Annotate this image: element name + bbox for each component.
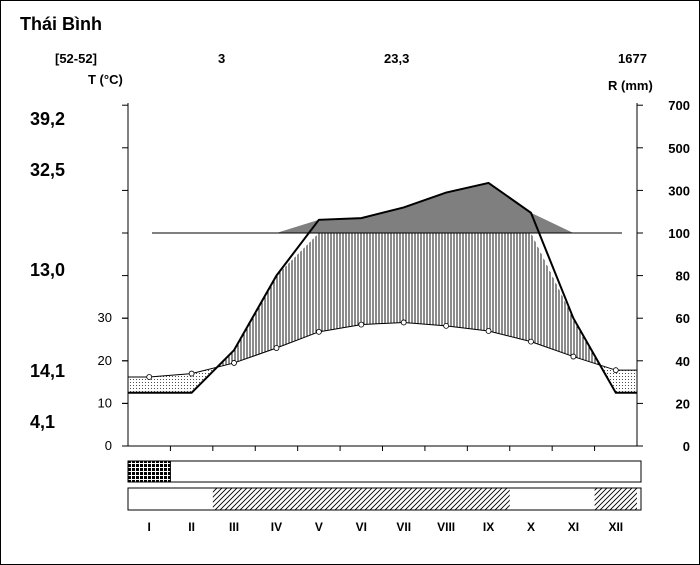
rain-tick-label: 300 — [668, 183, 690, 198]
side-value: 13,0 — [30, 260, 65, 280]
rain-tick-label: 0 — [683, 439, 690, 454]
area-layer — [128, 182, 637, 393]
month-label: V — [315, 520, 323, 534]
temperature-point — [612, 367, 619, 374]
frost-bar — [127, 460, 642, 483]
rain-tick-label: 700 — [668, 98, 690, 113]
period-label: [52-52] — [55, 51, 97, 66]
temperature-point — [570, 353, 577, 360]
line-layer — [128, 181, 637, 394]
side-value: 4,1 — [30, 412, 55, 432]
month-label: VII — [396, 520, 411, 534]
rain-tick-label: 100 — [668, 226, 690, 241]
temp-tick-label: 20 — [98, 353, 112, 368]
temperature-point — [528, 338, 534, 345]
side-value: 14,1 — [30, 361, 65, 381]
side-value: 32,5 — [30, 160, 65, 180]
season-cell — [212, 488, 256, 510]
temperature-point — [273, 345, 280, 351]
temp-tick-label: 10 — [98, 395, 112, 410]
rain-tick-label: 60 — [676, 311, 690, 326]
season-cell — [467, 488, 510, 510]
month-label: VIII — [437, 520, 455, 534]
rainfall-line — [128, 181, 637, 394]
month-label: I — [148, 520, 151, 534]
humid-period-hatch — [128, 233, 637, 393]
humid-area-above-100 — [128, 182, 637, 233]
month-label: VI — [356, 520, 367, 534]
month-labels: I II III IV V VI VII VIII IX X XI XII — [148, 520, 624, 534]
annual-rain-label: 1677 — [618, 51, 647, 66]
frost-cell — [127, 460, 171, 483]
month-label: II — [188, 520, 195, 534]
rain-tick-label: 500 — [668, 141, 690, 156]
temperature-point — [146, 374, 153, 380]
chart-title: Thái Bình — [20, 14, 102, 34]
season-cell — [424, 488, 468, 510]
temperature-point — [315, 328, 322, 335]
temperature-point — [231, 360, 237, 366]
rain-tick-label: 40 — [676, 354, 690, 369]
side-value: 39,2 — [30, 109, 65, 129]
dry-months-label: 3 — [218, 51, 225, 66]
month-label: III — [229, 520, 239, 534]
season-cells — [127, 487, 642, 511]
month-label: X — [527, 520, 535, 534]
month-label: IV — [271, 520, 282, 534]
temperature-line — [128, 321, 637, 378]
month-label: XII — [608, 520, 623, 534]
rain-tick-label: 20 — [676, 396, 690, 411]
temperature-point — [400, 319, 407, 326]
season-cell — [382, 488, 425, 510]
season-cell — [594, 488, 637, 510]
rain-tick-label: 80 — [676, 269, 690, 284]
frost-cells — [127, 460, 171, 483]
temp-tick-label: 30 — [98, 310, 112, 325]
season-cell — [297, 488, 341, 510]
season-cell — [340, 488, 383, 510]
temperature-point — [358, 321, 365, 328]
mean-temp-label: 23,3 — [384, 51, 409, 66]
temperature-point — [188, 370, 195, 377]
temperature-point — [443, 322, 450, 329]
temp-tick-label: 0 — [105, 438, 112, 453]
month-label: IX — [483, 520, 494, 534]
season-cell — [255, 488, 298, 510]
left-axis-label: T (°C) — [88, 72, 123, 87]
month-label: XI — [568, 520, 579, 534]
temperature-point — [485, 328, 492, 334]
right-axis-label: R (mm) — [608, 78, 653, 93]
